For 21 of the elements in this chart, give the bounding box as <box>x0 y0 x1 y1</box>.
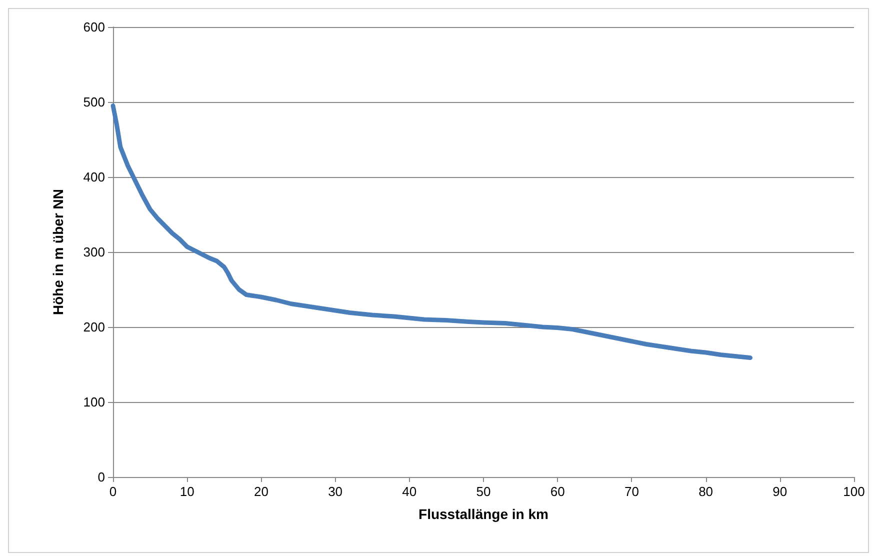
x-tick-label: 10 <box>180 484 194 499</box>
y-tick-label: 0 <box>98 470 105 484</box>
x-tick-label: 30 <box>328 484 343 499</box>
y-tick-label: 200 <box>83 320 105 334</box>
x-tick-label: 20 <box>254 484 268 499</box>
x-tick-label: 50 <box>476 484 491 499</box>
y-tick-label: 100 <box>83 394 105 410</box>
x-axis-title: Flusstallänge in km <box>418 506 548 522</box>
y-axis-title: Höhe in m über NN <box>50 188 66 316</box>
y-tick-label: 400 <box>83 170 105 184</box>
x-tick-label: 40 <box>402 484 417 499</box>
x-tick-label: 0 <box>109 484 117 499</box>
line-series <box>110 104 753 360</box>
y-tick-label: 300 <box>83 244 105 260</box>
x-tick-label: 90 <box>772 484 788 499</box>
x-tick-label: 60 <box>550 484 565 499</box>
x-tick-label: 70 <box>624 484 639 499</box>
y-tick-label: 600 <box>83 20 105 34</box>
y-tick-label: 500 <box>83 94 105 110</box>
x-tick-label: 80 <box>698 484 714 499</box>
x-tick-label: 100 <box>843 484 865 499</box>
